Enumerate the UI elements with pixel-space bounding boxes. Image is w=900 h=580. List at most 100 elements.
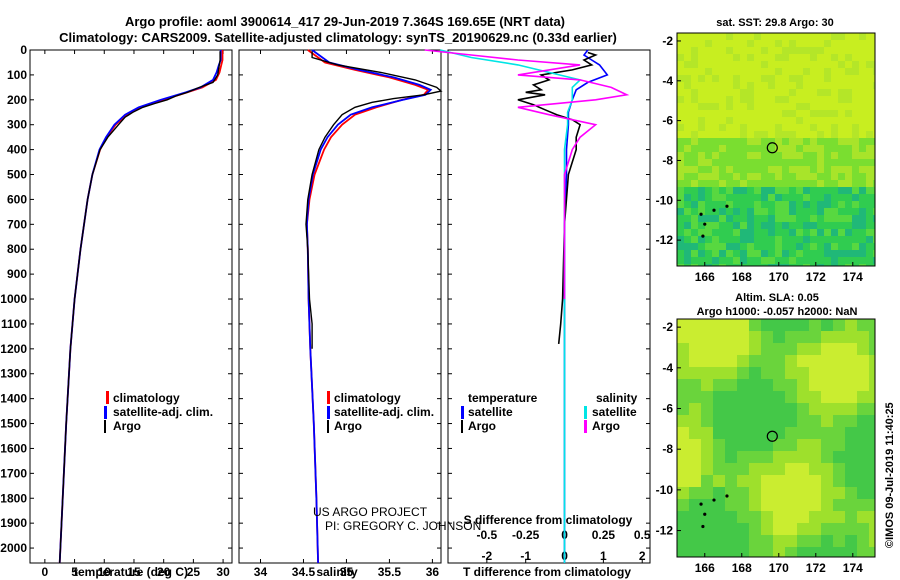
map-cell [873,166,875,173]
map-cell [782,33,789,40]
x-tick-label: 35.5 [378,565,402,579]
map-cell [705,180,712,187]
map-cell [754,89,761,96]
map-cell [803,194,810,201]
map-cell [705,145,712,152]
map-cell [824,33,831,40]
map-cell [859,194,866,201]
temperature-legend: climatology satellite-adj. clim. Argo [104,391,213,433]
map-cell [789,82,796,89]
map-cell [809,331,821,343]
map-cell [833,511,845,523]
map-cell [747,47,754,54]
map-cell [833,403,845,415]
island-dot [703,222,707,226]
map-cell [817,194,824,201]
map-cell [817,152,824,159]
legend-swatch-sal-argo [584,420,587,433]
map-cell [749,367,761,379]
map-cell [775,33,782,40]
map-cell [684,180,691,187]
map-cell [705,40,712,47]
map-cell [713,463,725,475]
map-cell [719,47,726,54]
map-cell [782,82,789,89]
x-tick-label: 20 [157,565,171,579]
map-cell [698,173,705,180]
map-cell [869,415,875,427]
map-cell [845,487,857,499]
map-cell [740,229,747,236]
map-cell [803,61,810,68]
map-cell [796,138,803,145]
map-cell [866,124,873,131]
map-cell [725,511,737,523]
map-cell [754,75,761,82]
map-cell [747,124,754,131]
sla-map: 166 168 170 172 174 -2 -4 -6 -8 -10 -12 [656,318,876,575]
map-cell [726,117,733,124]
map-cell [852,173,859,180]
map-cell [838,229,845,236]
map-cell [845,264,852,266]
map-cell [698,159,705,166]
map-cell [866,82,873,89]
map-cell [705,54,712,61]
map-cell [761,250,768,257]
map-cell [733,131,740,138]
map-cell [789,264,796,266]
map-cell [725,319,737,331]
map-cell [789,75,796,82]
map-cell [713,451,725,463]
map-cell [803,33,810,40]
map-cell [775,40,782,47]
map-cell [761,131,768,138]
map-cell [725,463,737,475]
map-cell [838,257,845,264]
x-tick-label: -2 [482,549,493,563]
map-cell [852,40,859,47]
map-cell [773,511,785,523]
map-cell [831,229,838,236]
map-cell [712,201,719,208]
difference-legend: temperature satellite Argo salinity sate… [461,391,638,433]
map-cell [712,222,719,229]
map-cell [796,201,803,208]
map-cell [761,110,768,117]
map-cell [845,187,852,194]
map-cell [775,215,782,222]
map-cell [838,54,845,61]
x-tick-label: 10 [98,565,112,579]
map-cell [698,61,705,68]
map-cell [775,61,782,68]
map-cell [749,415,761,427]
map-cell [701,391,713,403]
map-cell [761,355,773,367]
map-cell [677,194,684,201]
map-cell [852,180,859,187]
map-cell [809,487,821,499]
map-cell [824,173,831,180]
map-cell [761,96,768,103]
map-cell [845,138,852,145]
map-cell [701,343,713,355]
map-cell [733,152,740,159]
map-cell [789,61,796,68]
map-cell [852,138,859,145]
depth-tick-label: 100 [7,68,27,82]
map-cell [773,355,785,367]
map-cell [796,96,803,103]
map-cell [691,180,698,187]
map-cell [866,173,873,180]
map-cell [838,208,845,215]
map-cell [733,201,740,208]
map-cell [866,61,873,68]
map-cell [761,415,773,427]
map-cell [817,131,824,138]
map-cell [833,439,845,451]
x-tick-label: 2 [639,549,646,563]
map-cell [817,208,824,215]
map-cell [785,319,797,331]
map-cell [782,89,789,96]
map-cell [797,403,809,415]
